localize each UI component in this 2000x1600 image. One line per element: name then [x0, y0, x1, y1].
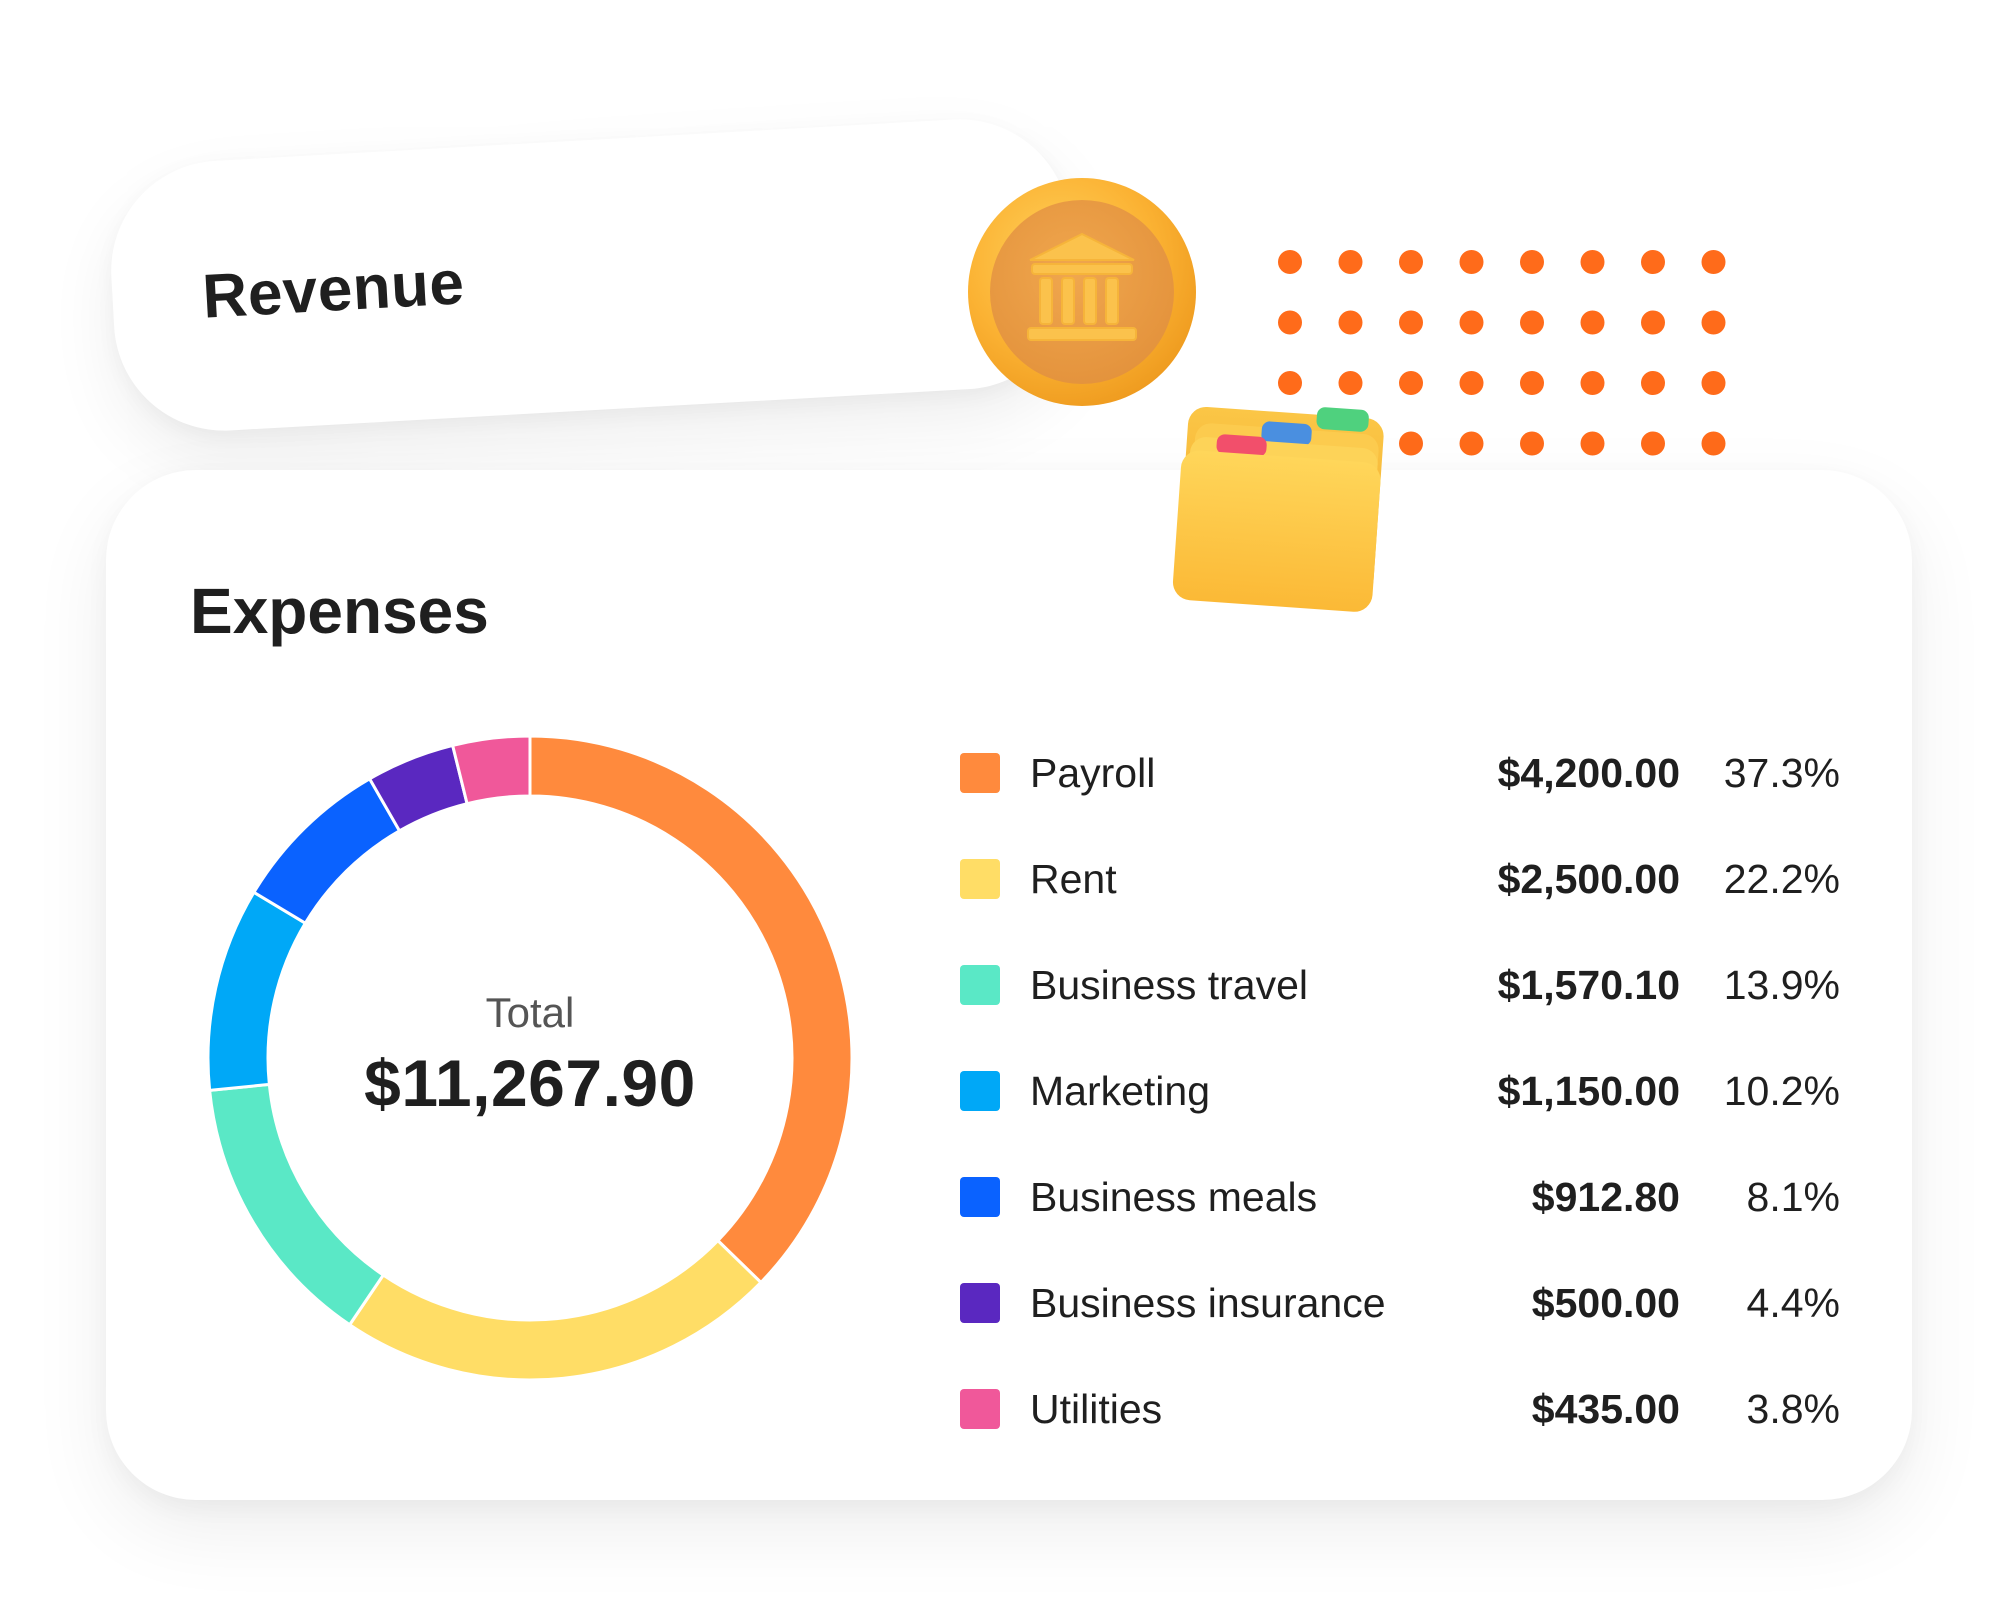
- legend-amount: $1,570.10: [1497, 961, 1680, 1008]
- decoration-dot: [1399, 431, 1423, 456]
- legend-percent: 8.1%: [1746, 1173, 1840, 1220]
- decoration-dot: [1701, 250, 1726, 274]
- legend-label: Payroll: [1030, 749, 1156, 796]
- expenses-title: Expenses: [190, 575, 489, 647]
- dot-grid-decoration: [1278, 250, 1726, 456]
- legend-percent: 22.2%: [1723, 855, 1840, 902]
- decoration-dot: [1520, 250, 1544, 274]
- decoration-dot: [1338, 310, 1363, 335]
- decoration-dot: [1459, 371, 1484, 395]
- decoration-dot: [1580, 431, 1605, 456]
- bank-coin-icon: [968, 178, 1196, 406]
- decoration-dot: [1399, 371, 1423, 395]
- decoration-dot: [1459, 250, 1484, 274]
- decoration-dot: [1278, 310, 1302, 335]
- legend-amount: $1,150.00: [1497, 1067, 1680, 1114]
- legend-percent: 37.3%: [1723, 749, 1840, 796]
- decoration-dot: [1580, 371, 1605, 395]
- decoration-dot: [1520, 310, 1544, 335]
- donut-slice-utilities[interactable]: [450, 734, 532, 806]
- decoration-dot: [1399, 310, 1423, 335]
- legend-swatch: [960, 1071, 1000, 1111]
- legend-row-business-travel[interactable]: Business travel $1,570.10 13.9%: [960, 932, 1840, 1038]
- decoration-dot: [1701, 310, 1726, 335]
- legend-label: Business travel: [1030, 961, 1309, 1008]
- decoration-dot: [1338, 371, 1363, 395]
- total-value: $11,267.90: [364, 1046, 696, 1120]
- legend-amount: $4,200.00: [1497, 749, 1680, 796]
- legend-swatch: [960, 965, 1000, 1005]
- decoration-dot: [1278, 250, 1302, 274]
- donut-center: Total $11,267.90: [200, 728, 860, 1388]
- decoration-dot: [1399, 250, 1423, 274]
- expenses-donut-chart: Total $11,267.90: [200, 728, 860, 1388]
- decoration-dot: [1641, 250, 1665, 274]
- legend-amount: $500.00: [1531, 1279, 1680, 1326]
- legend-row-payroll[interactable]: Payroll $4,200.00 37.3%: [960, 720, 1840, 826]
- decoration-dot: [1580, 250, 1605, 274]
- total-label: Total: [485, 989, 575, 1036]
- legend-percent: 10.2%: [1723, 1067, 1840, 1114]
- legend-percent: 4.4%: [1746, 1279, 1840, 1326]
- decoration-dot: [1459, 310, 1484, 335]
- legend-row-utilities[interactable]: Utilities $435.00 3.8%: [960, 1356, 1840, 1462]
- legend-row-business-meals[interactable]: Business meals $912.80 8.1%: [960, 1144, 1840, 1250]
- legend-percent: 3.8%: [1746, 1385, 1840, 1432]
- legend-label: Marketing: [1030, 1067, 1211, 1114]
- legend-row-rent[interactable]: Rent $2,500.00 22.2%: [960, 826, 1840, 932]
- legend-label: Rent: [1030, 855, 1117, 902]
- decoration-dot: [1580, 310, 1605, 335]
- revenue-title: Revenue: [200, 248, 467, 332]
- donut-slice-payroll[interactable]: [528, 734, 854, 1285]
- legend-row-business-insurance[interactable]: Business insurance $500.00 4.4%: [960, 1250, 1840, 1356]
- legend-label: Business meals: [1030, 1173, 1318, 1220]
- decoration-dot: [1338, 250, 1363, 274]
- decoration-dot: [1641, 310, 1665, 335]
- legend-percent: 13.9%: [1723, 961, 1840, 1008]
- legend-swatch: [960, 1389, 1000, 1429]
- legend-amount: $435.00: [1531, 1385, 1680, 1432]
- legend-amount: $2,500.00: [1497, 855, 1680, 902]
- legend-swatch: [960, 753, 1000, 793]
- revenue-card[interactable]: Revenue: [105, 113, 1079, 437]
- decoration-dot: [1520, 431, 1544, 456]
- legend-label: Business insurance: [1030, 1279, 1386, 1326]
- legend-swatch: [960, 1177, 1000, 1217]
- legend-swatch: [960, 1283, 1000, 1323]
- decoration-dot: [1641, 431, 1665, 456]
- donut-svg: [206, 734, 854, 1382]
- folder-icon: [1172, 406, 1384, 612]
- legend-swatch: [960, 859, 1000, 899]
- expenses-card: Expenses Total $11,267.90 Payroll $4,200.…: [106, 470, 1912, 1500]
- legend-row-marketing[interactable]: Marketing $1,150.00 10.2%: [960, 1038, 1840, 1144]
- decoration-dot: [1701, 371, 1726, 395]
- legend-label: Utilities: [1030, 1385, 1163, 1432]
- decoration-dot: [1701, 431, 1726, 456]
- decoration-dot: [1459, 431, 1484, 456]
- legend-amount: $912.80: [1531, 1173, 1680, 1220]
- decoration-dot: [1641, 371, 1665, 395]
- expenses-legend: Payroll $4,200.00 37.3% Rent $2,500.00 22.2% B…: [960, 720, 1840, 1462]
- decoration-dot: [1278, 371, 1302, 395]
- decoration-dot: [1520, 371, 1544, 395]
